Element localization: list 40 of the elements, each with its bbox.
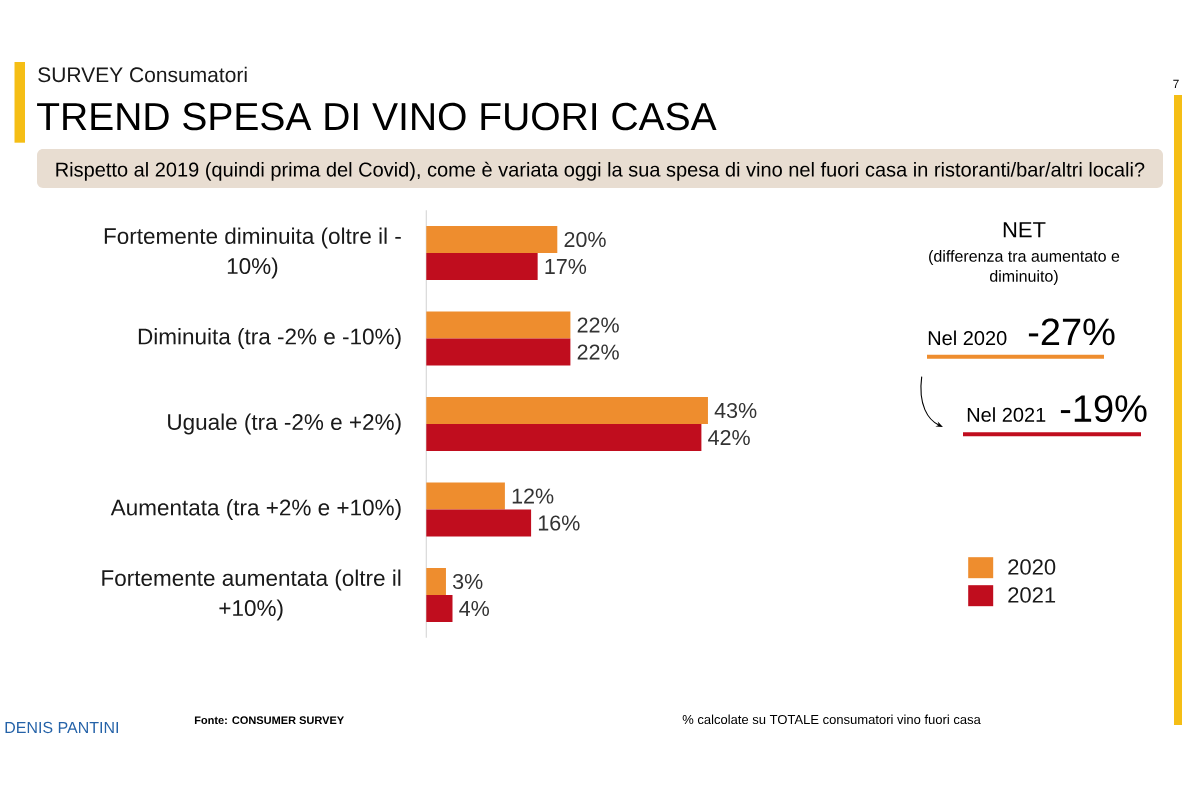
- text: 7: [1173, 79, 1179, 88]
- text: -19%: [1060, 395, 1147, 423]
- data-label: 43%: [714, 402, 757, 419]
- text: SURVEY Consumatori: [38, 66, 247, 83]
- y-tick-label: Fortemente aumentata (oltre il +10%): [102, 569, 401, 621]
- data-label: 22%: [577, 344, 619, 360]
- data-label: 3%: [452, 573, 483, 590]
- legend-label: 2021: [1008, 587, 1056, 603]
- legend-label: 2020: [1008, 559, 1056, 575]
- bar: [426, 397, 708, 424]
- y-tick-label: Fortemente diminuita (oltre il -10%): [104, 227, 401, 279]
- text: Nel 2021: [967, 407, 1046, 422]
- source-note: Fonte: CONSUMER SURVEY: [194, 716, 344, 725]
- bar: [426, 253, 538, 280]
- text: -27%: [1028, 318, 1115, 346]
- y-tick-label: Aumentata (tra +2% e +10%): [110, 499, 401, 520]
- text: DENIS PANTINI: [5, 721, 118, 734]
- data-label: 42%: [708, 429, 750, 446]
- y-tick-label: Diminuita (tra -2% e -10%): [138, 328, 401, 349]
- data-label: 4%: [459, 600, 490, 617]
- chart-title: TREND SPESA DI VINO FUORI CASA: [37, 102, 717, 131]
- text: (differenza tra aumentato e diminuito): [929, 250, 1120, 285]
- text: Nel 2020: [928, 330, 1007, 346]
- y-tick-label: Uguale (tra -2% e +2%): [168, 413, 401, 435]
- text: NET: [1003, 222, 1046, 238]
- chart-subtitle: Rispetto al 2019 (quindi prima del Covid), come è variata oggi la sua spesa di vino nel fuori casa in ristoranti/bar/altri locali?: [56, 161, 1145, 181]
- data-label: 17%: [545, 258, 587, 275]
- bar: [426, 509, 532, 537]
- bar: [426, 226, 558, 253]
- bar: [426, 311, 571, 339]
- data-label: 12%: [512, 488, 554, 504]
- bar: [426, 338, 571, 366]
- data-label: 20%: [564, 231, 606, 248]
- bar: [426, 423, 702, 451]
- data-label: 22%: [577, 317, 619, 333]
- bar: [426, 482, 505, 510]
- bar: [426, 567, 446, 595]
- bar: [426, 594, 453, 622]
- data-label: 16%: [538, 515, 580, 531]
- text: % calcolate su TOTALE consumatori vino fuori casa: [682, 714, 981, 725]
